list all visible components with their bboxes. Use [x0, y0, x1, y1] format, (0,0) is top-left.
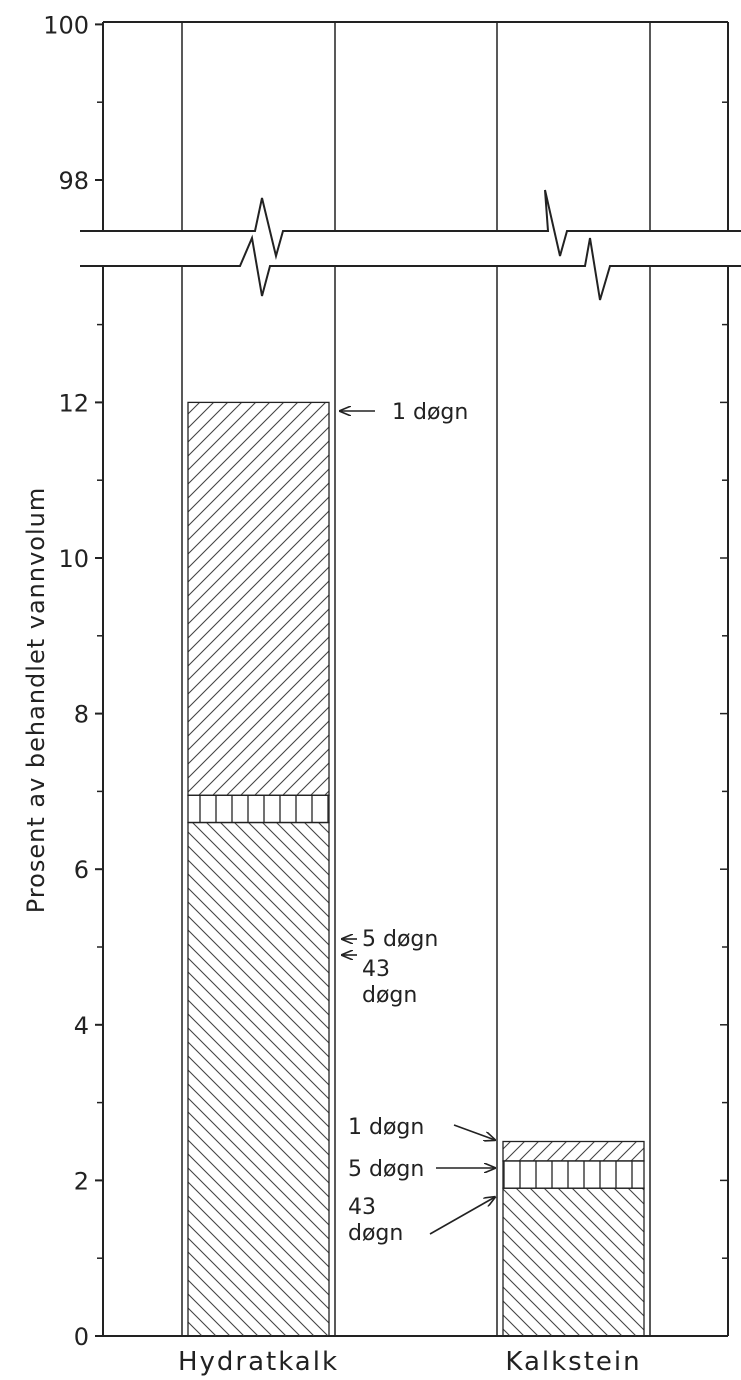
bar-segment-kalkstein-2: [502, 1140, 645, 1162]
annotation-line: 5 døgn: [348, 1157, 424, 1182]
axis-break-line-lower: [80, 234, 741, 301]
category-label: Kalkstein: [505, 1347, 641, 1377]
y-tick-label: 0: [74, 1323, 89, 1351]
y-tick-label: 4: [74, 1012, 89, 1040]
annotation-label: 1 døgn: [392, 400, 468, 425]
annotation-label: 5 døgn: [362, 927, 438, 952]
y-tick-label: 10: [58, 545, 89, 573]
y-tick-label: 6: [74, 856, 89, 884]
annotation-arrow: [429, 1197, 495, 1235]
bar-segment-kalkstein-0: [502, 1187, 645, 1337]
y-tick-label: 100: [43, 11, 89, 39]
axis-break-line-upper: [80, 189, 741, 260]
annotation-arrow: [453, 1124, 495, 1140]
annotation-label: 43 døgn: [348, 1195, 403, 1246]
annotation-label: 1 døgn: [348, 1115, 424, 1140]
y-axis-label: Prosent av behandlet vannvolum: [22, 487, 50, 913]
bar-segment-kalkstein-1: [502, 1160, 645, 1189]
annotation-line: 1 døgn: [392, 400, 468, 425]
y-tick-label: 12: [58, 389, 89, 417]
annotation-line: døgn: [348, 1221, 403, 1246]
annotation-label: 43 døgn: [362, 957, 417, 1008]
category-label: Hydratkalk: [178, 1347, 339, 1377]
bar-segment-hydratkalk-1: [187, 794, 330, 824]
y-tick-label: 8: [74, 701, 89, 729]
y-tick-label: 2: [74, 1167, 89, 1195]
annotation-line: 43: [362, 957, 390, 982]
bar-segment-hydratkalk-2: [187, 401, 330, 796]
annotation-line: døgn: [362, 983, 417, 1008]
annotation-line: 43: [348, 1195, 376, 1220]
annotation-line: 1 døgn: [348, 1115, 424, 1140]
y-tick-label: 98: [58, 167, 89, 195]
annotation-label: 5 døgn: [348, 1157, 424, 1182]
annotation-line: 5 døgn: [362, 927, 438, 952]
bar-segment-hydratkalk-0: [187, 821, 330, 1337]
